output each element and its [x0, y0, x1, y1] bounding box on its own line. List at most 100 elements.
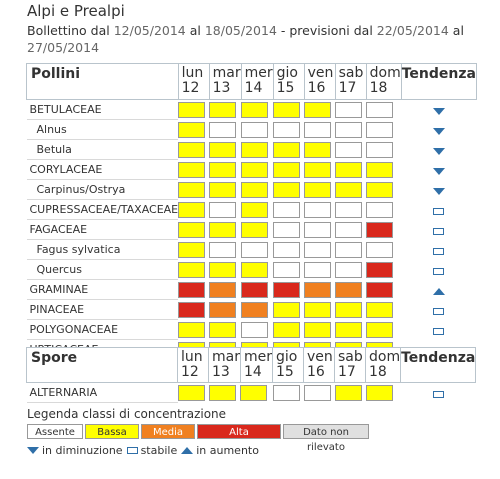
concentration-swatch — [177, 384, 205, 401]
concentration-swatch — [304, 101, 332, 118]
concentration-cell — [304, 240, 335, 260]
concentration-swatch — [273, 261, 301, 278]
concentration-cell — [273, 180, 304, 200]
concentration-cell — [208, 383, 241, 403]
concentration-cell — [241, 220, 273, 240]
concentration-swatch — [209, 101, 237, 118]
stable-icon — [433, 248, 445, 255]
concentration-swatch — [366, 241, 394, 258]
concentration-swatch — [178, 301, 206, 318]
table-row: POLYGONACEAE — [26, 319, 477, 340]
concentration-cell — [241, 160, 273, 180]
concentration-cell — [273, 220, 304, 240]
day-header: lun 12 — [177, 347, 209, 383]
concentration-cell — [273, 120, 304, 140]
concentration-swatch — [335, 301, 363, 318]
concentration-cell — [209, 200, 241, 220]
trend-up-label: in aumento — [196, 444, 259, 457]
concentration-cell — [304, 280, 335, 300]
concentration-cell — [178, 320, 209, 340]
trend-cell — [401, 320, 476, 340]
table-row: BETULACEAE — [26, 99, 477, 120]
bulletin-from-date: 12/05/2014 — [113, 23, 186, 38]
stable-icon — [433, 208, 445, 215]
forecast-prefix: - previsioni dal — [276, 23, 377, 38]
concentration-cell — [240, 383, 272, 403]
concentration-swatch — [241, 181, 269, 198]
day-header: dom 18 — [364, 347, 402, 383]
column-header-label: Spore — [26, 347, 178, 383]
day-number: 15 — [276, 364, 294, 380]
concentration-cell — [273, 140, 304, 160]
concentration-swatch — [335, 141, 363, 158]
concentration-cell — [178, 200, 209, 220]
concentration-swatch — [335, 221, 363, 238]
concentration-swatch — [273, 181, 301, 198]
concentration-swatch — [335, 121, 363, 138]
concentration-swatch — [241, 201, 269, 218]
concentration-cell — [366, 200, 401, 220]
table-row: FAGACEAE — [26, 219, 477, 240]
concentration-cell — [366, 140, 401, 160]
trend-cell — [401, 100, 476, 120]
concentration-cell — [366, 320, 401, 340]
day-header: mer 14 — [239, 347, 274, 383]
stable-icon — [126, 447, 138, 454]
concentration-swatch — [366, 301, 394, 318]
concentration-swatch — [178, 261, 206, 278]
concentration-cell — [209, 240, 241, 260]
concentration-swatch — [208, 384, 236, 401]
concentration-swatch — [209, 301, 237, 318]
concentration-cell — [365, 383, 401, 403]
concentration-cell — [241, 140, 273, 160]
concentration-cell — [178, 260, 209, 280]
concentration-swatch — [273, 221, 301, 238]
day-header: mar 13 — [208, 347, 241, 383]
table-row: Carpinus/Ostrya — [26, 179, 477, 200]
concentration-swatch — [241, 241, 269, 258]
trend-cell — [401, 120, 476, 140]
concentration-cell — [209, 280, 241, 300]
concentration-swatch — [366, 121, 394, 138]
concentration-cell — [335, 180, 366, 200]
concentration-swatch — [366, 221, 394, 238]
concentration-cell — [366, 300, 401, 320]
taxon-name: Quercus — [26, 259, 179, 280]
arrow-down-icon — [432, 188, 445, 195]
concentration-swatch — [366, 181, 394, 198]
concentration-cell — [209, 220, 241, 240]
concentration-cell — [178, 240, 209, 260]
concentration-cell — [209, 300, 241, 320]
concentration-cell — [178, 220, 209, 240]
concentration-swatch — [178, 221, 206, 238]
concentration-swatch — [241, 121, 269, 138]
concentration-cell — [335, 100, 366, 120]
concentration-cell — [209, 320, 241, 340]
concentration-swatch — [178, 241, 206, 258]
concentration-cell — [304, 260, 335, 280]
concentration-swatch — [209, 321, 237, 338]
concentration-swatch — [366, 321, 394, 338]
concentration-cell — [366, 240, 401, 260]
concentration-cell — [273, 320, 304, 340]
trend-cell — [401, 240, 476, 260]
concentration-cell — [178, 140, 209, 160]
concentration-swatch — [178, 181, 206, 198]
concentration-swatch — [365, 384, 393, 401]
concentration-cell — [209, 140, 241, 160]
day-header: gio 15 — [272, 63, 305, 100]
taxon-name: ALTERNARIA — [26, 382, 178, 403]
concentration-cell — [241, 100, 273, 120]
concentration-cell — [241, 180, 273, 200]
day-number: 14 — [244, 80, 263, 96]
arrow-down-icon — [432, 168, 445, 175]
taxon-name: PINACEAE — [26, 299, 179, 320]
concentration-cell — [209, 100, 241, 120]
concentration-cell — [178, 300, 209, 320]
day-name: ven — [307, 349, 333, 365]
day-header: mer 14 — [240, 63, 274, 100]
concentration-cell — [304, 100, 335, 120]
concentration-swatch — [209, 221, 237, 238]
trend-cell — [401, 220, 476, 240]
concentration-swatch — [273, 301, 301, 318]
